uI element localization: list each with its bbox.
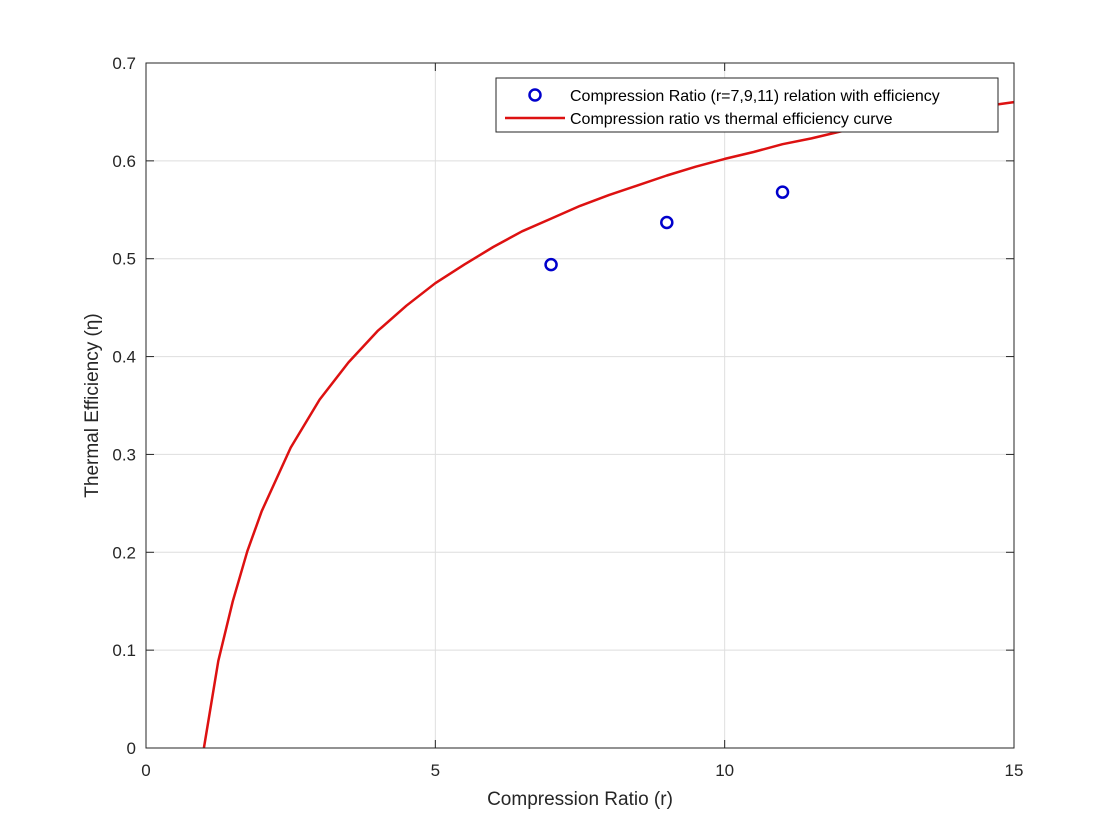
legend: Compression Ratio (r=7,9,11) relation wi… xyxy=(495,77,999,133)
y-tick-label: 0.3 xyxy=(112,445,136,464)
grid xyxy=(145,62,1015,749)
legend-box xyxy=(495,77,999,133)
x-tick-label: 0 xyxy=(141,761,150,780)
data-point xyxy=(775,185,790,199)
x-axis-label: Compression Ratio (r) xyxy=(487,789,673,810)
x-tick-label: 15 xyxy=(1005,761,1024,780)
ticks xyxy=(145,62,1015,749)
legend-marker-scatter xyxy=(528,88,542,102)
y-tick-label: 0 xyxy=(127,739,136,758)
y-tick-label: 0.6 xyxy=(112,152,136,171)
tick-labels: 0 5 10 15 0 0.1 0.2 0.3 0.4 0.5 0.6 0.7 xyxy=(112,54,1023,780)
y-tick-label: 0.2 xyxy=(112,543,136,562)
data-point xyxy=(544,257,558,272)
legend-entry-line: Compression ratio vs thermal efficiency … xyxy=(570,111,893,128)
axes-box xyxy=(145,62,1015,749)
legend-entry-scatter: Compression Ratio (r=7,9,11) relation wi… xyxy=(570,88,940,105)
y-tick-label: 0.1 xyxy=(112,641,136,660)
y-tick-label: 0.7 xyxy=(112,54,136,73)
x-tick-label: 10 xyxy=(715,761,734,780)
y-axis-label: Thermal Efficiency (η) xyxy=(82,313,103,497)
y-tick-label: 0.5 xyxy=(112,250,136,269)
data-point xyxy=(660,215,674,230)
x-tick-label: 5 xyxy=(431,761,440,780)
y-tick-label: 0.4 xyxy=(112,348,136,367)
